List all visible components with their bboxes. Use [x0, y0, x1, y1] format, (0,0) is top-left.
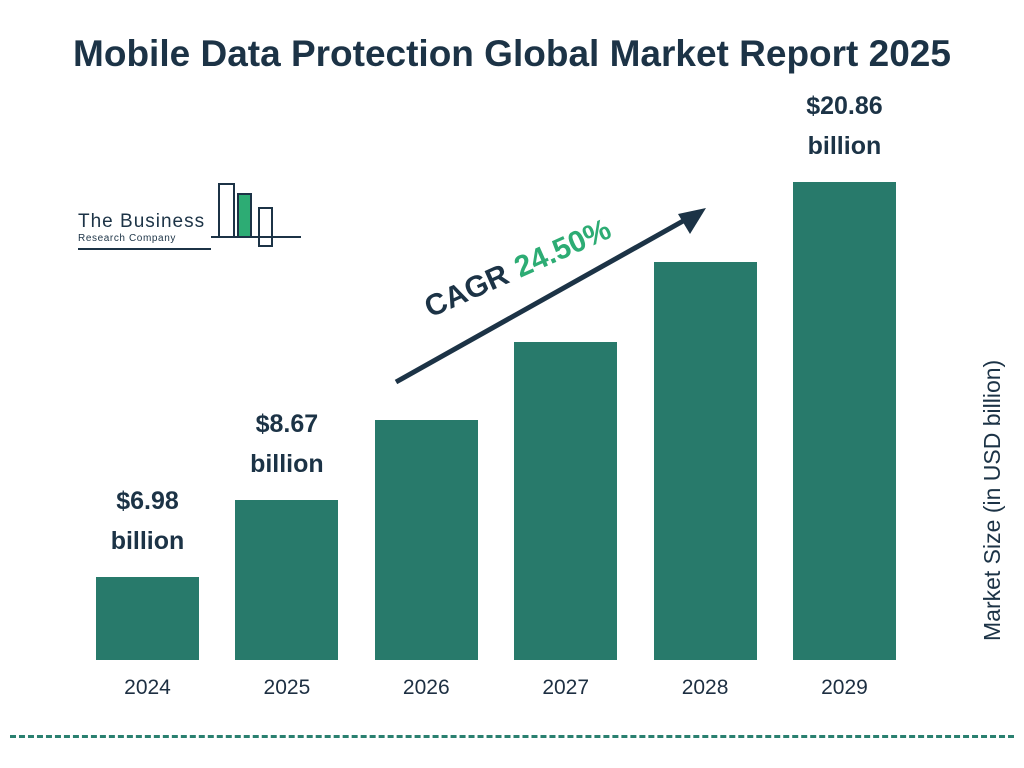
logo-text-line2: Research Company [78, 233, 176, 244]
value-label-2024: $6.98 billion [111, 481, 185, 561]
bar-column-2029: $20.86 billion 2029 [792, 0, 896, 699]
bar-2024 [96, 577, 199, 660]
bar-2028 [653, 262, 757, 660]
page-title: Mobile Data Protection Global Market Rep… [73, 33, 951, 74]
cagr-trend-arrow [394, 208, 706, 385]
bar-column-2026: 2026 [374, 0, 478, 699]
x-axis-label-2028: 2028 [681, 676, 729, 699]
company-logo: The Business Research Company [78, 178, 303, 250]
logo-text: The Business Research Company [78, 211, 212, 250]
value-label-unit: billion [110, 527, 185, 555]
bottom-dashed-divider [10, 735, 1014, 738]
value-label-2029: $20.86 billion [806, 86, 882, 166]
logo-text-line1: The Business [78, 211, 206, 232]
x-axis-label-2029: 2029 [821, 676, 868, 699]
value-label-amount: $20.86 [806, 92, 883, 120]
bar-column-2025: $8.67 billion 2025 [235, 0, 339, 699]
bar-column-2027: 2027 [514, 0, 618, 699]
bar-2026 [374, 420, 478, 660]
bar-column-2024: $6.98 billion 2024 [96, 0, 199, 699]
x-axis-label-2027: 2027 [542, 676, 590, 699]
value-label-unit: billion [250, 450, 324, 478]
value-label-amount: $8.67 [255, 410, 319, 438]
value-label-amount: $6.98 [116, 487, 179, 515]
bar-2029 [792, 182, 896, 660]
value-label-2025: $8.67 billion [250, 404, 324, 484]
y-axis-label: Market Size (in USD billion) [979, 359, 1005, 641]
bar-2027 [514, 342, 618, 660]
x-axis-label-2025: 2025 [263, 676, 311, 699]
bar-column-2028: 2028 [653, 0, 757, 699]
bar-chart: $6.98 billion 2024 $8.67 billion 2025 2026 2027… [96, 0, 896, 699]
logo-bars-icon [211, 183, 302, 247]
value-label-unit: billion [807, 132, 882, 160]
x-axis-label-2026: 2026 [402, 676, 450, 699]
x-axis-label-2024: 2024 [124, 676, 171, 699]
bar-2025 [235, 500, 339, 660]
